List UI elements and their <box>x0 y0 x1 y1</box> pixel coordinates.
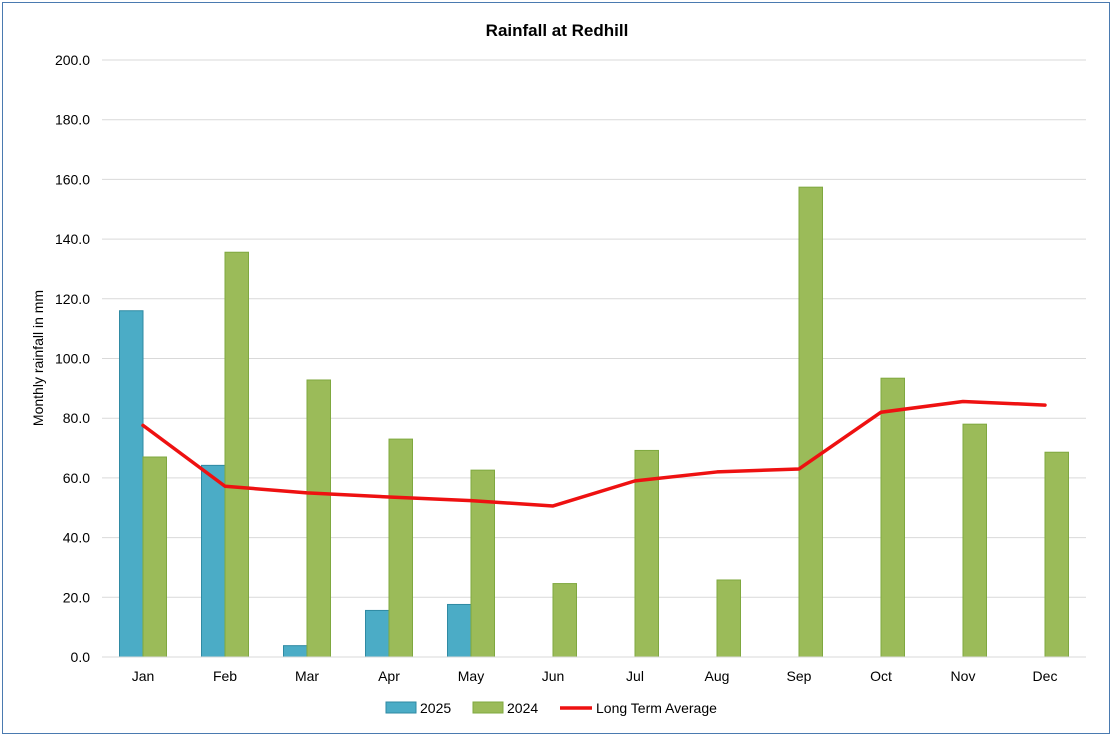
bar-2025 <box>283 645 308 658</box>
x-tick-label: Dec <box>1033 668 1058 684</box>
bar-2025 <box>119 310 144 658</box>
x-tick-label: Feb <box>213 668 237 684</box>
axes-group: 0.0 20.0 40.0 60.0 80.0 100.0 120.0 140.0 160.0 1… <box>55 52 1086 684</box>
bar-2024 <box>142 456 167 658</box>
y-tick-label: 80.0 <box>63 410 90 426</box>
bar-2025 <box>447 603 472 658</box>
bar-2024 <box>962 423 987 658</box>
bar-2024 <box>552 583 577 658</box>
x-tick-label: Jun <box>542 668 565 684</box>
y-tick-label: 140.0 <box>55 231 90 247</box>
x-tick-label: Aug <box>705 668 730 684</box>
bar-2024 <box>306 379 331 658</box>
legend-2024-swatch <box>472 701 504 714</box>
y-axis-label: Monthly rainfall in mm <box>30 290 46 426</box>
legend-2024-label: 2024 <box>507 700 538 716</box>
y-tick-label: 0.0 <box>71 649 91 665</box>
y-tick-label: 40.0 <box>63 530 90 546</box>
bar-2024 <box>224 251 249 658</box>
bars-group <box>119 186 1069 658</box>
bar-2024 <box>1044 451 1069 658</box>
y-tick-label: 120.0 <box>55 291 90 307</box>
x-tick-label: Jan <box>132 668 155 684</box>
x-tick-label: Jul <box>626 668 644 684</box>
x-tick-label: Apr <box>378 668 400 684</box>
bar-2024 <box>470 469 495 658</box>
bar-2024 <box>798 186 823 658</box>
x-tick-label: Mar <box>295 668 319 684</box>
x-tick-label: Oct <box>870 668 892 684</box>
average-line-group <box>141 399 1047 508</box>
chart-title: Rainfall at Redhill <box>486 21 629 40</box>
y-tick-label: 160.0 <box>55 171 90 187</box>
x-tick-label: Sep <box>787 668 812 684</box>
gridlines <box>102 59 1086 598</box>
x-tick-label: Nov <box>951 668 976 684</box>
bar-2024 <box>880 377 905 658</box>
line-long-term-average <box>141 399 1047 508</box>
legend-2025-swatch <box>385 701 417 714</box>
y-tick-label: 60.0 <box>63 470 90 486</box>
y-tick-label: 200.0 <box>55 52 90 68</box>
legend-2025-label: 2025 <box>420 700 451 716</box>
y-tick-label: 180.0 <box>55 112 90 128</box>
legend-long-term-average-label: Long Term Average <box>596 700 717 716</box>
bar-2025 <box>201 464 226 658</box>
bar-2025 <box>365 609 390 658</box>
bar-2024 <box>716 579 741 658</box>
y-tick-label: 20.0 <box>63 589 90 605</box>
y-tick-label: 100.0 <box>55 351 90 367</box>
legend: 2025 2024 Long Term Average <box>385 700 717 716</box>
bar-2024 <box>388 438 413 658</box>
x-tick-label: May <box>458 668 484 684</box>
